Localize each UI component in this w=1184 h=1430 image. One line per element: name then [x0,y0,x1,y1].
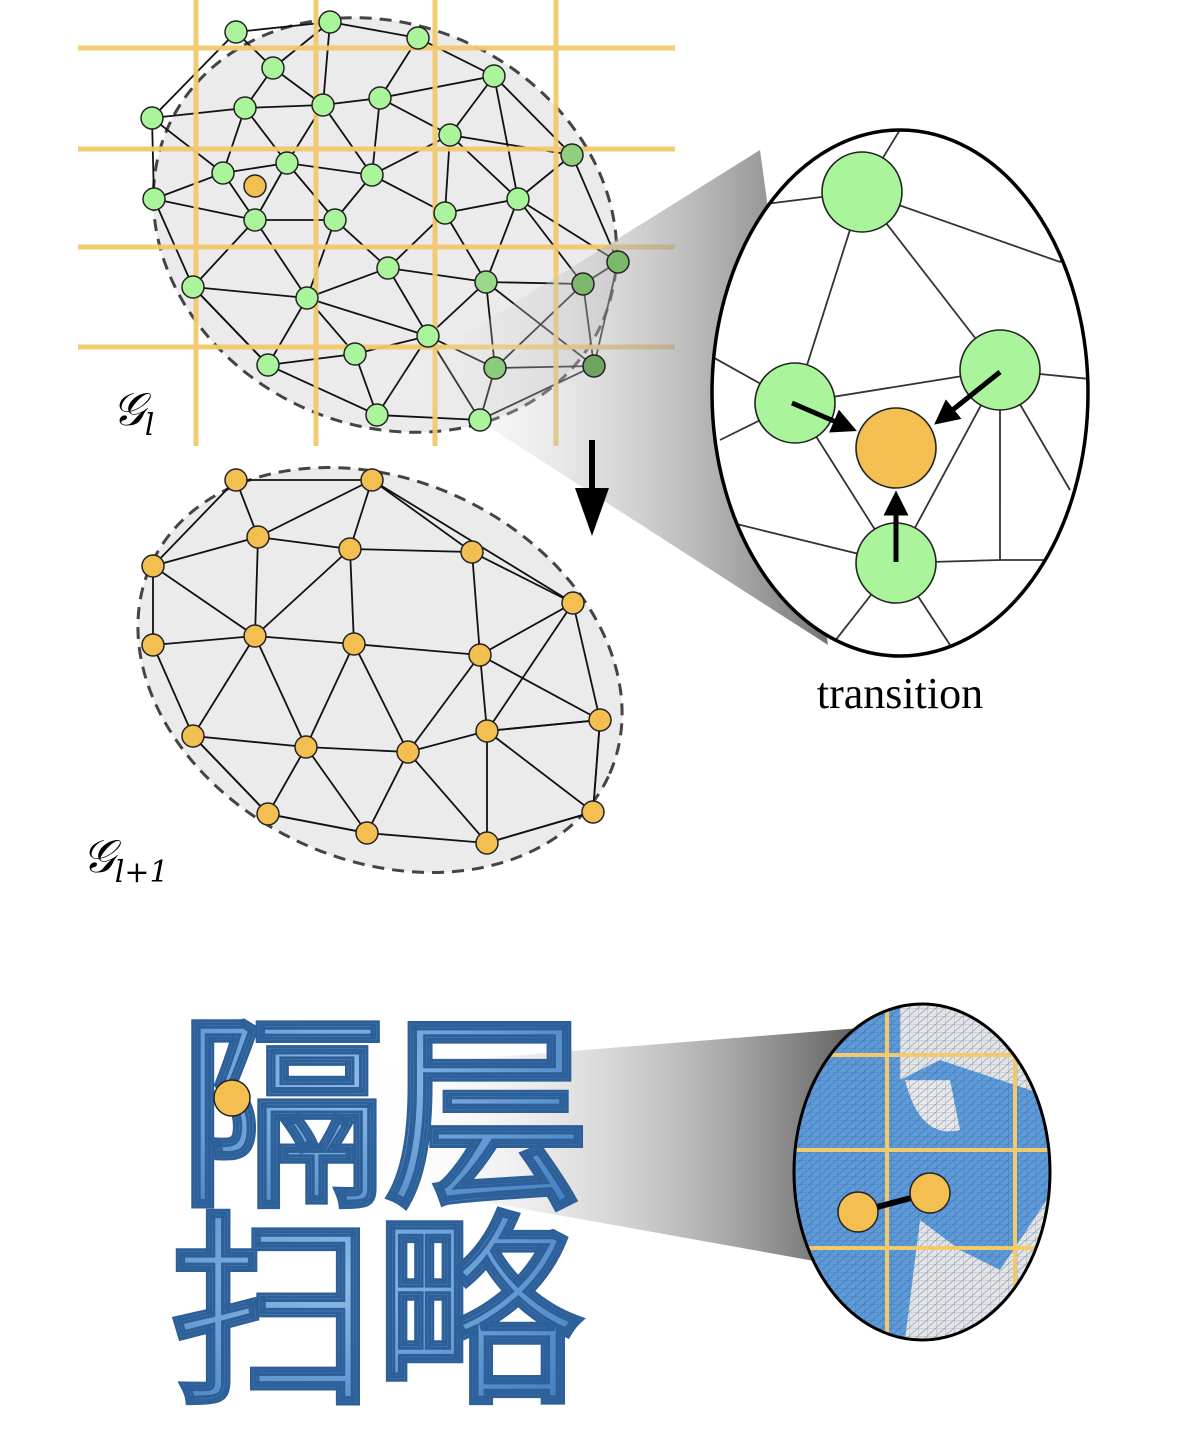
coarse-node [460,540,484,564]
coarse-node-preview [243,174,267,198]
coarse-node [141,554,165,578]
zoom-node-a [837,1191,879,1233]
coarse-node [294,735,318,759]
coarse-node [342,632,366,656]
coarse-graph-region [136,466,624,874]
down-arrow [575,440,609,536]
coarse-node [224,468,248,492]
mesh-zoom [792,1002,1052,1342]
coarse-node [338,537,362,561]
zoom-beam-top [372,150,828,645]
coarse-node [360,468,384,492]
caption-transition: transition [817,669,983,718]
coarse-node [475,719,499,743]
glyph-mesh: 隔层 扫略 [169,998,592,1430]
coarse-node [581,800,605,824]
glyph-row-top: 隔层 [180,999,590,1237]
coarse-node [246,525,270,549]
zoom-node-b [909,1172,951,1214]
zoom-beam-bottom [360,1028,860,1262]
transition-zoom [710,128,1090,658]
coarse-node [396,740,420,764]
coarse-node [141,633,165,657]
coarse-node [243,624,267,648]
transition-arrow [791,400,857,433]
coarse-node [181,724,205,748]
coarse-node [468,643,492,667]
transition-arrow [934,370,1002,425]
zoom-coarse-node [855,407,937,489]
label-graph-l-plus-1: 𝒢l+1 [82,829,169,890]
coarse-node [588,708,612,732]
zoom-fine-node [821,151,903,233]
zoom-fine-node [959,329,1041,411]
coarse-node [355,821,379,845]
coarse-node [561,591,585,615]
glyph-row-bottom: 扫略 [170,1196,583,1430]
query-point [213,1079,251,1117]
coarse-graph [136,466,624,874]
coarse-node [256,802,280,826]
coarse-node [475,831,499,855]
fine-graph [78,0,828,645]
label-graph-l: 𝒢l [112,382,154,443]
fine-graph-nodes [140,10,630,432]
